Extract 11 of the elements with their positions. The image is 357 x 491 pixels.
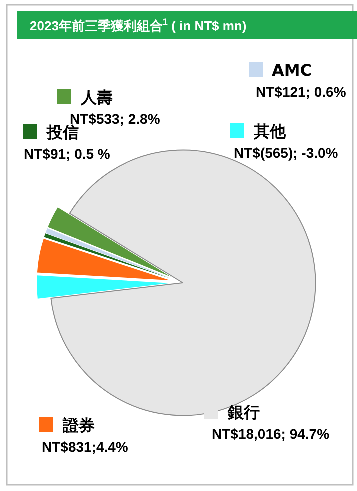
legend-label: 銀行	[227, 403, 260, 422]
data-label: NT$121; 0.6%	[256, 84, 347, 100]
legend-label: 人壽	[80, 88, 113, 107]
data-label: NT$831;4.4%	[42, 439, 129, 455]
data-label: NT$91; 0.5 %	[24, 146, 111, 162]
data-label: NT$(565); -3.0%	[234, 145, 339, 161]
legend-label: 證券	[62, 416, 95, 435]
chart-title: 2023年前三季獲利組合$^{1}$ ( in NT$ mn)	[30, 17, 247, 34]
legend-label: 其他	[253, 122, 287, 141]
legend-label: AMC	[272, 61, 312, 80]
data-label: NT$18,016; 94.7%	[212, 426, 330, 442]
